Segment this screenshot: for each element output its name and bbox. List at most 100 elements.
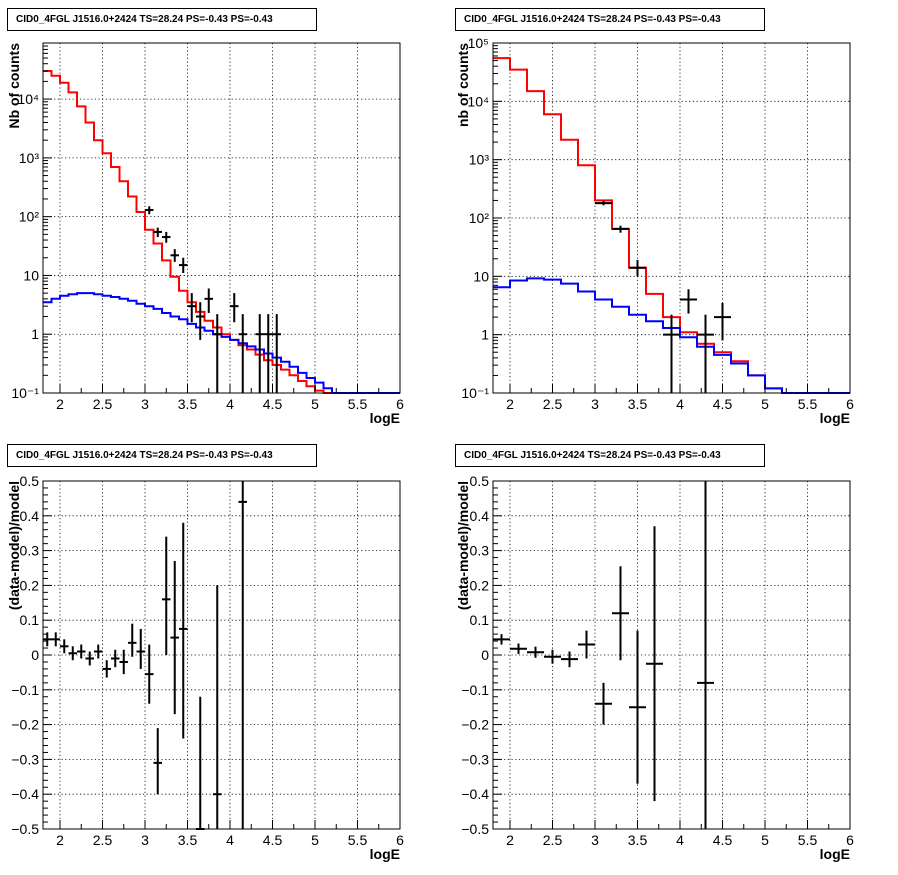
data-point: [136, 628, 145, 669]
x-tick-label: 2.5: [543, 832, 563, 848]
data-point: [153, 227, 162, 238]
data-point: [94, 644, 103, 659]
x-tick-label: 3: [141, 832, 149, 848]
y-tick-label: 10: [473, 268, 489, 284]
y-tick-label: −0.1: [461, 682, 489, 698]
background-model-line: [43, 292, 400, 394]
data-point: [697, 481, 714, 829]
y-tick-label: 10²: [19, 209, 40, 225]
data-point: [179, 522, 188, 739]
data-point: [119, 649, 128, 675]
y-tick-label: −0.2: [11, 717, 39, 733]
data-point: [680, 289, 697, 314]
y-tick-label: −0.5: [461, 821, 489, 837]
data-point: [697, 314, 714, 393]
x-tick-label: 3.5: [178, 832, 198, 848]
data-point: [77, 644, 86, 659]
data-point: [68, 646, 77, 661]
data-point: [85, 651, 94, 666]
y-axis-label: Nb of counts: [6, 43, 22, 129]
data-point: [162, 536, 171, 655]
x-tick-label: 4: [226, 396, 234, 412]
x-tick-label: 4.5: [713, 832, 733, 848]
x-tick-label: 2: [56, 832, 64, 848]
y-tick-label: −0.4: [11, 786, 39, 802]
x-tick-label: 2.5: [543, 396, 563, 412]
data-point: [111, 649, 120, 668]
y-axis-label: (data-model)/model: [455, 481, 471, 610]
x-tick-label: 4.5: [263, 396, 283, 412]
y-tick-label: 0.1: [470, 612, 490, 628]
data-point: [629, 260, 646, 277]
x-tick-label: 3: [141, 396, 149, 412]
x-tick-label: 3.5: [628, 832, 648, 848]
x-tick-label: 4: [226, 832, 234, 848]
pad-title-top-right: CID0_4FGL J1516.0+2424 TS=28.24 PS=-0.43…: [455, 8, 765, 31]
y-tick-label: −0.3: [461, 751, 489, 767]
data-point: [595, 201, 612, 206]
data-point: [187, 293, 196, 323]
y-tick-label: 0.5: [470, 473, 490, 489]
data-point: [578, 630, 595, 659]
data-point: [493, 634, 510, 645]
data-point: [196, 302, 205, 340]
x-tick-label: 5.5: [798, 396, 818, 412]
x-tick-label: 4: [676, 396, 684, 412]
plot-frame: [42, 42, 401, 394]
x-tick-label: 3: [591, 396, 599, 412]
x-axis-label: logE: [820, 846, 850, 862]
data-point: [230, 293, 239, 323]
total-model-line: [43, 70, 400, 394]
data-point: [272, 314, 281, 393]
y-tick-label: 0.2: [470, 577, 490, 593]
x-tick-label: 6: [396, 832, 404, 848]
x-tick-label: 5: [761, 832, 769, 848]
data-point: [145, 206, 154, 215]
x-tick-label: 2: [506, 832, 514, 848]
y-axis-label: (data-model)/model: [6, 481, 22, 610]
y-tick-label: −0.3: [11, 751, 39, 767]
x-axis-label: logE: [820, 410, 850, 426]
y-tick-label: −0.5: [11, 821, 39, 837]
x-tick-label: 5.5: [798, 832, 818, 848]
y-tick-label: 0: [31, 647, 39, 663]
x-tick-label: 4.5: [263, 832, 283, 848]
data-point: [204, 288, 213, 313]
y-tick-label: 0.4: [470, 508, 490, 524]
data-point: [170, 561, 179, 715]
data-point: [196, 696, 205, 830]
y-tick-label: 10⁻¹: [11, 385, 39, 401]
data-point: [612, 225, 629, 233]
y-tick-label: 0.1: [20, 612, 40, 628]
data-point: [544, 649, 561, 664]
x-tick-label: 5.5: [348, 832, 368, 848]
y-tick-label: −0.2: [461, 717, 489, 733]
data-point: [527, 646, 544, 658]
data-point: [663, 314, 680, 393]
x-axis-label: logE: [370, 410, 400, 426]
data-point: [43, 632, 52, 647]
y-tick-label: 10⁵: [468, 35, 489, 51]
x-tick-label: 6: [846, 832, 854, 848]
x-tick-label: 2.5: [93, 396, 113, 412]
y-tick-label: −0.4: [461, 786, 489, 802]
data-point: [264, 314, 273, 393]
x-tick-label: 5: [311, 396, 319, 412]
y-tick-label: 0.2: [20, 577, 40, 593]
y-tick-label: 10⁴: [467, 93, 489, 109]
pad-title-top-left: CID0_4FGL J1516.0+2424 TS=28.24 PS=-0.43…: [7, 8, 317, 31]
y-tick-label: 10⁴: [17, 91, 39, 107]
x-tick-label: 2: [56, 396, 64, 412]
y-tick-label: 10³: [469, 152, 490, 168]
data-point: [238, 481, 247, 829]
x-tick-label: 4: [676, 832, 684, 848]
x-tick-label: 2.5: [93, 832, 113, 848]
data-point: [595, 682, 612, 725]
data-point: [213, 314, 222, 393]
data-point: [510, 643, 527, 654]
x-tick-label: 5: [761, 396, 769, 412]
data-point: [145, 644, 154, 704]
x-tick-label: 4.5: [713, 396, 733, 412]
